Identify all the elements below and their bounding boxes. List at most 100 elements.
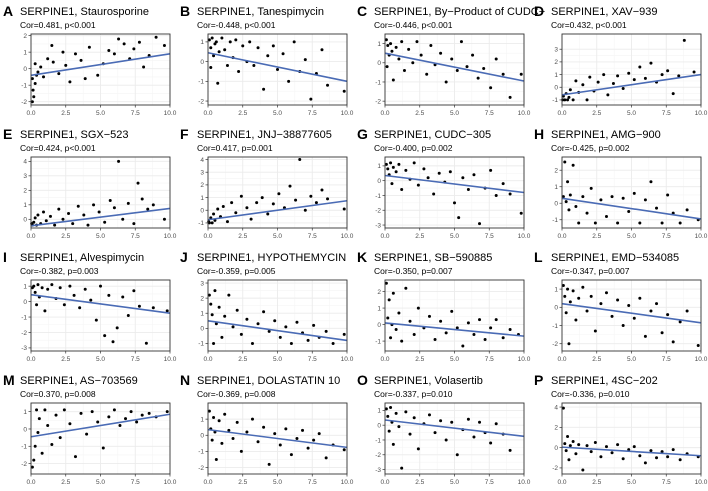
data-point — [151, 306, 155, 310]
data-point — [390, 182, 394, 186]
data-point — [151, 203, 155, 207]
data-point — [43, 408, 47, 412]
y-tick-label: -1 — [198, 220, 204, 227]
data-point — [129, 410, 133, 414]
y-tick-label: 0 — [554, 201, 558, 208]
data-point — [386, 167, 390, 171]
x-tick-label: 7.5 — [485, 110, 494, 117]
regression-line — [384, 419, 525, 438]
data-point — [342, 332, 346, 336]
y-tick-label: -2 — [198, 465, 204, 472]
data-point — [416, 183, 420, 187]
x-tick-label: 5.0 — [273, 356, 282, 363]
data-point — [326, 197, 330, 201]
data-point — [137, 304, 141, 308]
data-point — [400, 40, 404, 44]
data-point — [412, 161, 416, 165]
data-point — [36, 213, 40, 217]
data-point — [39, 65, 43, 69]
data-point — [107, 49, 111, 53]
data-point — [67, 212, 71, 216]
y-tick-label: 1 — [377, 305, 381, 312]
y-tick-label: -1 — [375, 193, 381, 200]
y-tick-label: 3 — [200, 280, 204, 287]
x-tick-label: 5.0 — [273, 479, 282, 486]
data-point — [107, 415, 111, 419]
y-tick-label: 2 — [554, 425, 558, 432]
y-tick-label: -2 — [21, 99, 27, 106]
data-point — [320, 48, 324, 52]
y-tick-label: 1 — [23, 283, 27, 290]
data-point — [117, 159, 121, 163]
data-point — [577, 296, 581, 300]
data-point — [564, 200, 568, 204]
plot-border — [30, 279, 171, 352]
data-point — [96, 420, 100, 424]
x-tick-label: 2.5 — [415, 356, 424, 363]
data-point — [593, 329, 597, 333]
y-tick-label: -1 — [552, 217, 558, 224]
data-point — [225, 64, 229, 68]
data-point — [207, 221, 211, 225]
data-point — [342, 207, 346, 211]
data-point — [214, 457, 218, 461]
data-point — [249, 217, 253, 221]
data-point — [78, 306, 82, 310]
panel-letter: A — [3, 3, 13, 19]
panel-title: SERPINE1, AS−703569 — [20, 375, 138, 387]
y-tick-label: 0 — [200, 208, 204, 215]
data-point — [250, 341, 254, 345]
data-point — [317, 432, 321, 436]
data-point — [43, 309, 47, 313]
data-point — [478, 222, 482, 226]
data-point — [391, 78, 395, 82]
data-point — [621, 87, 625, 91]
data-point — [227, 293, 231, 297]
data-point — [457, 216, 461, 220]
data-point — [68, 422, 72, 426]
data-point — [444, 331, 448, 335]
plot-border — [384, 402, 525, 475]
data-point — [404, 410, 408, 414]
data-point — [501, 336, 505, 340]
data-point — [220, 441, 224, 445]
data-point — [136, 181, 140, 185]
data-point — [426, 176, 430, 180]
y-tick-label: -1 — [198, 341, 204, 348]
data-point — [92, 203, 96, 207]
x-tick-label: 10.0 — [341, 233, 354, 240]
x-tick-label: 2.5 — [415, 110, 424, 117]
data-point — [273, 432, 277, 436]
data-point — [567, 95, 571, 99]
data-point — [235, 420, 239, 424]
data-point — [577, 221, 581, 225]
y-tick-label: 0 — [377, 422, 381, 429]
data-point — [671, 448, 675, 452]
plot-border — [561, 33, 702, 106]
data-point — [568, 444, 572, 448]
x-tick-label: 7.5 — [308, 356, 317, 363]
y-tick-label: -2 — [375, 98, 381, 105]
y-tick-label: 1 — [23, 49, 27, 56]
x-tick-label: 0.0 — [203, 356, 212, 363]
data-point — [154, 35, 158, 39]
data-point — [567, 208, 571, 212]
x-tick-label: 7.5 — [308, 110, 317, 117]
y-tick-label: 0 — [23, 217, 27, 224]
data-point — [643, 334, 647, 338]
panel-i: I SERPINE1, Alvespimycin Cor=-0.382, p=0.0… — [3, 249, 177, 363]
data-point — [212, 416, 216, 420]
x-tick-label: 0.0 — [557, 110, 566, 117]
panel-title: SERPINE1, XAV−939 — [551, 6, 658, 18]
data-point — [397, 57, 401, 61]
y-tick-label: 3 — [200, 170, 204, 177]
data-point — [36, 430, 40, 434]
y-tick-label: 2 — [554, 59, 558, 66]
data-point — [638, 221, 642, 225]
data-point — [621, 324, 625, 328]
data-point — [610, 314, 614, 318]
data-point — [210, 36, 214, 40]
data-point — [494, 57, 498, 61]
data-point — [678, 458, 682, 462]
y-tick-label: 4 — [554, 404, 558, 411]
